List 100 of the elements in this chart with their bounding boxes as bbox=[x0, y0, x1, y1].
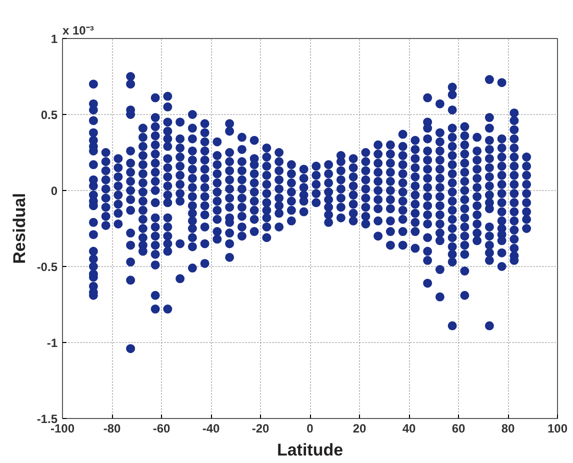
point bbox=[126, 276, 136, 285]
point bbox=[188, 264, 197, 273]
point bbox=[522, 180, 532, 189]
y-tick-label: 0 bbox=[50, 184, 58, 198]
point bbox=[460, 213, 470, 222]
point bbox=[88, 218, 98, 227]
point bbox=[484, 75, 494, 84]
point bbox=[200, 239, 210, 248]
point bbox=[324, 195, 334, 204]
point bbox=[138, 124, 148, 133]
point bbox=[200, 146, 210, 156]
point bbox=[274, 208, 284, 218]
point bbox=[410, 163, 420, 172]
point bbox=[435, 228, 444, 238]
point bbox=[361, 175, 370, 184]
point bbox=[336, 202, 346, 212]
point bbox=[274, 184, 284, 194]
point bbox=[497, 78, 506, 88]
point bbox=[114, 163, 123, 172]
point bbox=[176, 239, 185, 248]
x-tick-label: -40 bbox=[202, 422, 220, 436]
point bbox=[200, 182, 210, 192]
point bbox=[163, 246, 172, 256]
point bbox=[374, 216, 383, 226]
point bbox=[448, 321, 457, 330]
point bbox=[138, 160, 148, 170]
point bbox=[274, 157, 284, 166]
point bbox=[138, 178, 148, 188]
point bbox=[176, 180, 185, 189]
point bbox=[374, 150, 383, 159]
point bbox=[386, 186, 395, 195]
point bbox=[410, 218, 420, 227]
point bbox=[510, 134, 519, 144]
point bbox=[138, 151, 148, 160]
point bbox=[460, 250, 470, 259]
point bbox=[250, 214, 259, 224]
point bbox=[484, 248, 494, 258]
point bbox=[522, 189, 532, 198]
point bbox=[250, 178, 259, 188]
point bbox=[497, 198, 506, 208]
point bbox=[324, 202, 334, 212]
point bbox=[150, 140, 160, 150]
point bbox=[448, 124, 457, 133]
point bbox=[448, 132, 457, 142]
point bbox=[101, 157, 110, 166]
point bbox=[312, 180, 321, 189]
point bbox=[150, 240, 160, 250]
point bbox=[510, 189, 519, 198]
point bbox=[225, 157, 234, 166]
point bbox=[138, 206, 148, 215]
point bbox=[262, 213, 272, 222]
point bbox=[274, 148, 284, 157]
point bbox=[163, 222, 172, 232]
point bbox=[176, 143, 185, 152]
point bbox=[361, 202, 370, 212]
point bbox=[312, 198, 321, 208]
point bbox=[225, 126, 234, 136]
x-axis-title: Latitude bbox=[276, 440, 344, 460]
point bbox=[299, 164, 308, 174]
point bbox=[237, 232, 246, 241]
point bbox=[274, 222, 284, 232]
point bbox=[348, 190, 358, 200]
point bbox=[324, 218, 334, 227]
point bbox=[126, 146, 136, 156]
point bbox=[126, 80, 136, 89]
point bbox=[497, 262, 506, 271]
point bbox=[423, 182, 432, 192]
point bbox=[188, 164, 197, 174]
point bbox=[472, 132, 482, 142]
point bbox=[448, 206, 457, 215]
point bbox=[225, 252, 234, 262]
point bbox=[274, 175, 284, 184]
point bbox=[484, 144, 494, 154]
point bbox=[522, 224, 532, 233]
point bbox=[188, 124, 197, 133]
point bbox=[101, 175, 110, 184]
point bbox=[163, 181, 172, 190]
point bbox=[101, 184, 110, 194]
point bbox=[88, 80, 98, 89]
point bbox=[472, 210, 482, 220]
point bbox=[484, 163, 494, 172]
point bbox=[460, 176, 470, 186]
point bbox=[138, 224, 148, 233]
point bbox=[423, 278, 432, 288]
point bbox=[448, 257, 457, 266]
point bbox=[484, 321, 494, 330]
point bbox=[484, 124, 494, 133]
point bbox=[163, 118, 172, 127]
point bbox=[262, 152, 272, 162]
point bbox=[423, 201, 432, 210]
point bbox=[398, 196, 408, 206]
point bbox=[225, 148, 234, 157]
point bbox=[460, 168, 470, 177]
point bbox=[435, 128, 444, 138]
point bbox=[435, 192, 444, 202]
point bbox=[460, 290, 470, 300]
point bbox=[510, 180, 519, 189]
point bbox=[176, 170, 185, 180]
point bbox=[225, 202, 234, 212]
point bbox=[398, 160, 408, 170]
